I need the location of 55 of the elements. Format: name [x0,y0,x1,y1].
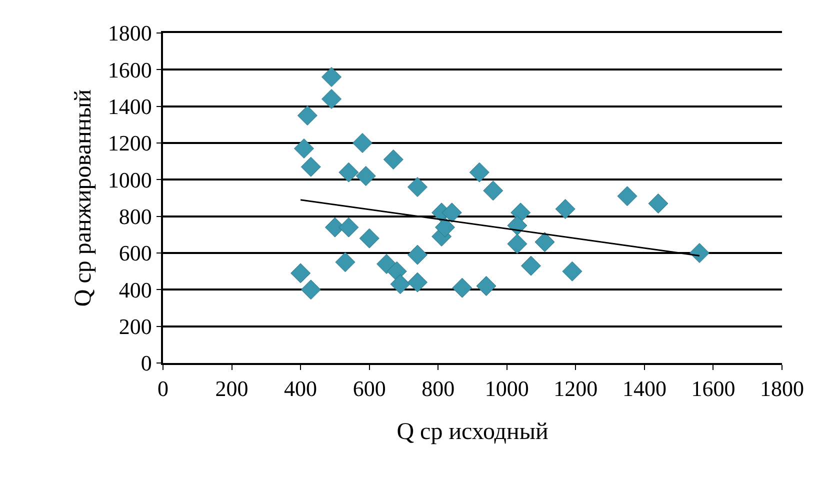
x-tick-label: 200 [215,376,248,402]
x-tick-label: 1600 [691,376,736,402]
x-tick-label: 400 [284,376,318,402]
x-axis-title: Q ср исходный [396,418,548,445]
point [562,261,582,282]
point [294,138,314,158]
point [322,89,342,109]
point [407,272,428,292]
point [338,217,359,238]
x-tick-label: 1800 [760,376,804,402]
y-tick-label: 1400 [108,94,152,120]
point [335,252,356,272]
x-tick-label: 1200 [554,376,598,402]
point [689,243,710,263]
y-tick-label: 1800 [108,20,152,46]
point [648,194,668,214]
point [322,67,342,87]
x-tick-label: 800 [422,376,455,402]
x-tick-label: 600 [352,376,386,402]
point [534,232,555,252]
x-tick-label: 1400 [622,376,666,402]
point [407,244,428,265]
x-tick-label: 0 [158,376,168,402]
point [469,162,490,182]
point [555,199,576,219]
point [520,256,541,276]
y-tick-label: 400 [118,277,152,302]
point [356,166,376,186]
y-tick-label: 1200 [108,130,152,156]
point [476,276,496,296]
y-tick-label: 0 [140,350,152,376]
point [442,202,462,223]
point [390,274,410,294]
point [300,156,321,177]
point [352,133,372,153]
point [297,106,318,126]
point [338,162,359,182]
point [434,217,455,238]
point [407,177,428,197]
y-axis-title: Q ср ранжированный [70,89,96,307]
point [300,280,321,300]
y-tick-label: 1000 [108,167,152,192]
point [507,234,528,254]
point [483,180,504,201]
point [386,261,407,282]
point [359,228,380,248]
y-tick-label: 600 [118,240,152,266]
point [383,150,404,170]
x-tick-label: 1000 [484,376,529,402]
point [290,263,311,284]
y-tick-label: 1600 [108,57,152,82]
point [617,186,638,206]
y-tick-label: 800 [118,204,152,230]
point [452,278,472,298]
y-tick-label: 200 [118,314,152,340]
